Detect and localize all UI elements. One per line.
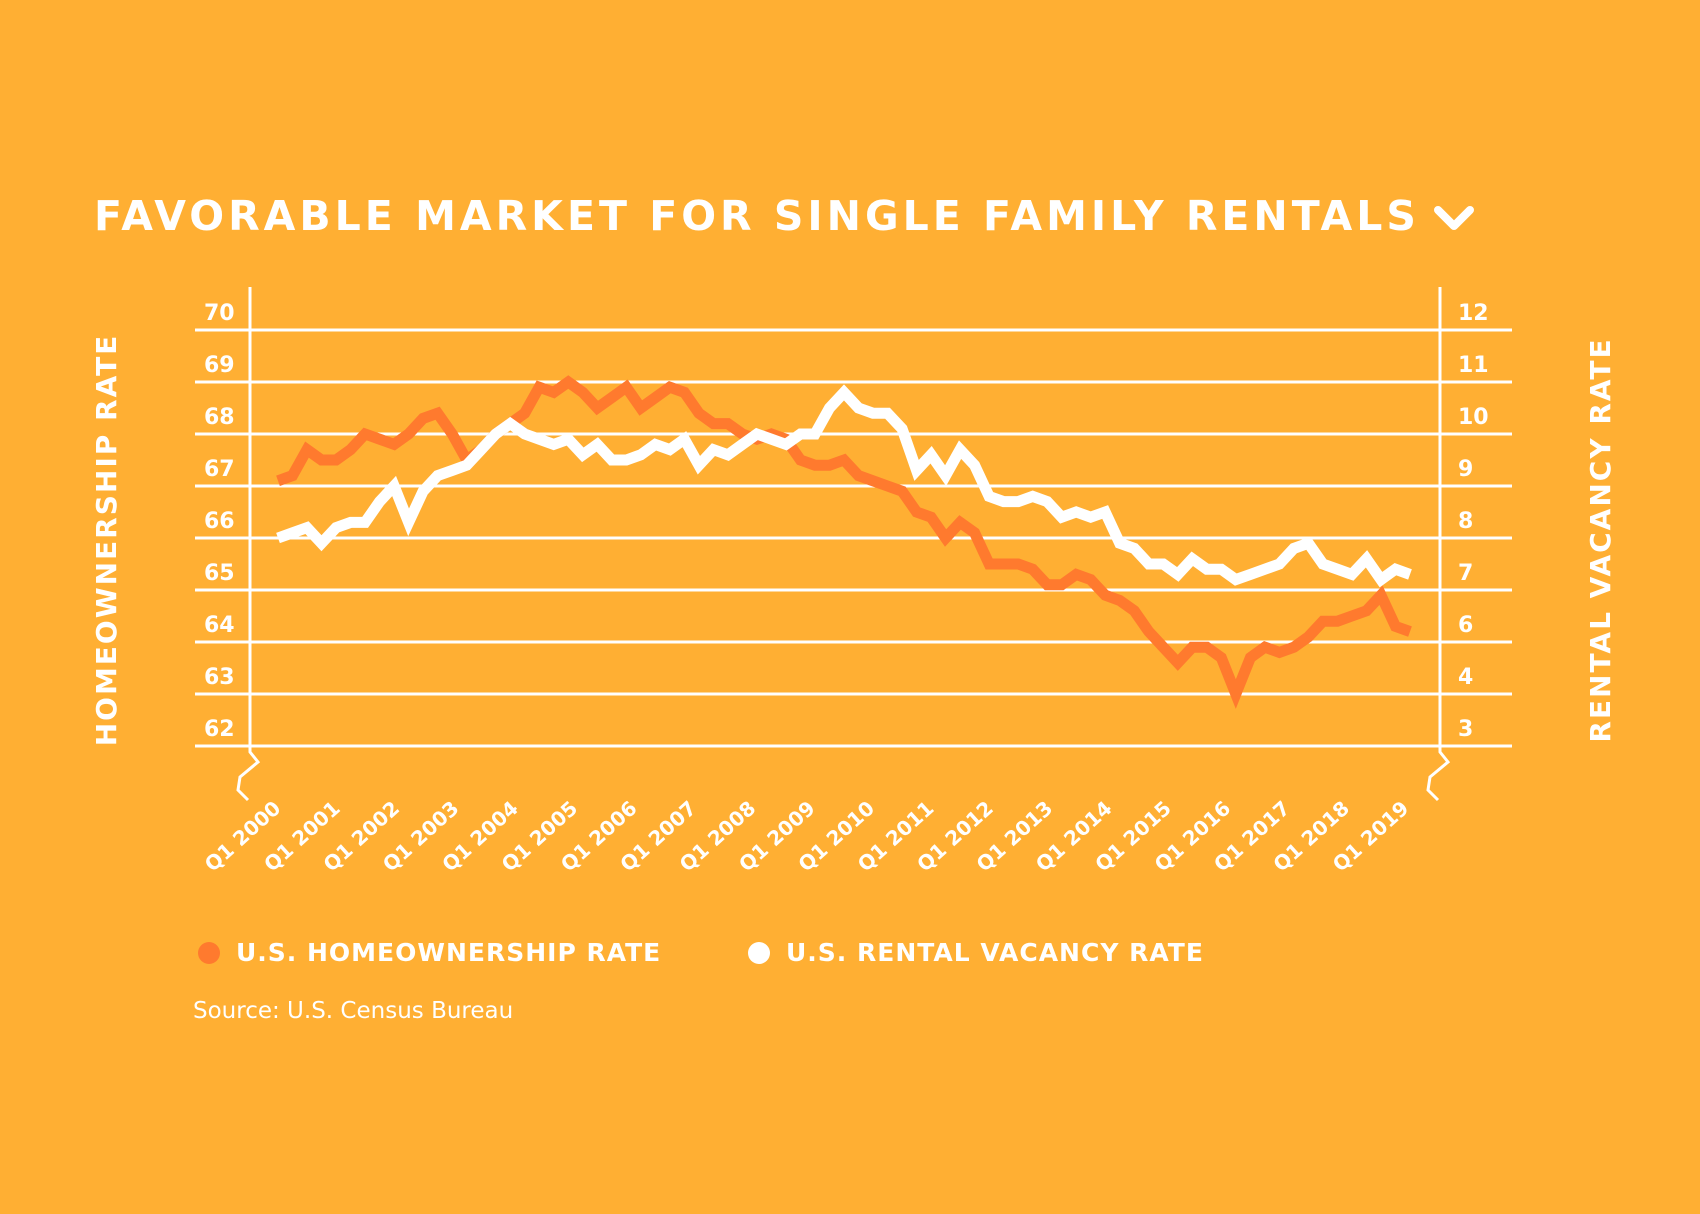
right-tick-label: 4 xyxy=(1458,665,1473,690)
right-tick-label: 12 xyxy=(1458,301,1489,326)
series-line-vacancy xyxy=(276,384,1412,588)
right-tick-label: 8 xyxy=(1458,509,1473,534)
legend-dot-vacancy xyxy=(748,941,770,964)
left-tick-label: 68 xyxy=(204,405,235,430)
left-tick-label: 69 xyxy=(204,353,235,378)
left-tick-label: 65 xyxy=(204,561,235,586)
left-tick-label: 67 xyxy=(204,457,235,482)
left-axis-line xyxy=(236,287,261,802)
right-axis-title: RENTAL VACANCY RATE xyxy=(1584,337,1617,742)
axis-titles: HOMEOWNERSHIP RATE RENTAL VACANCY RATE xyxy=(90,334,1617,747)
right-axis-ticks: 12 11 10 9 8 7 6 4 3 xyxy=(1458,301,1489,742)
legend-item-vacancy: U.S. RENTAL VACANCY RATE xyxy=(748,938,1204,967)
right-tick-label: 10 xyxy=(1458,405,1489,430)
chart-axes xyxy=(236,287,1451,802)
chart-title-text: FAVORABLE MARKET FOR SINGLE FAMILY RENTA… xyxy=(94,192,1420,240)
left-tick-label: 64 xyxy=(204,613,235,638)
right-axis-line xyxy=(1426,287,1451,802)
legend-item-homeownership: U.S. HOMEOWNERSHIP RATE xyxy=(198,938,661,967)
right-tick-label: 11 xyxy=(1458,353,1489,378)
left-tick-label: 66 xyxy=(204,509,235,534)
chart-title: FAVORABLE MARKET FOR SINGLE FAMILY RENTA… xyxy=(94,190,1474,242)
left-axis-ticks: 70 69 68 67 66 65 64 63 62 xyxy=(204,301,235,742)
legend-label-vacancy: U.S. RENTAL VACANCY RATE xyxy=(786,938,1204,967)
left-axis-title: HOMEOWNERSHIP RATE xyxy=(90,334,123,747)
left-tick-label: 63 xyxy=(204,665,235,690)
right-tick-label: 6 xyxy=(1458,613,1473,638)
right-tick-label: 3 xyxy=(1458,717,1473,742)
left-tick-label: 70 xyxy=(204,301,235,326)
chart-series xyxy=(276,375,1412,709)
right-tick-label: 7 xyxy=(1458,561,1473,586)
source-note: Source: U.S. Census Bureau xyxy=(193,998,514,1024)
legend-label-homeownership: U.S. HOMEOWNERSHIP RATE xyxy=(236,938,662,967)
right-tick-label: 9 xyxy=(1458,457,1473,482)
chevron-down-icon[interactable] xyxy=(1433,204,1474,234)
chart-grid xyxy=(195,328,1512,748)
legend-dot-homeownership xyxy=(198,941,220,964)
left-tick-label: 62 xyxy=(204,717,235,742)
